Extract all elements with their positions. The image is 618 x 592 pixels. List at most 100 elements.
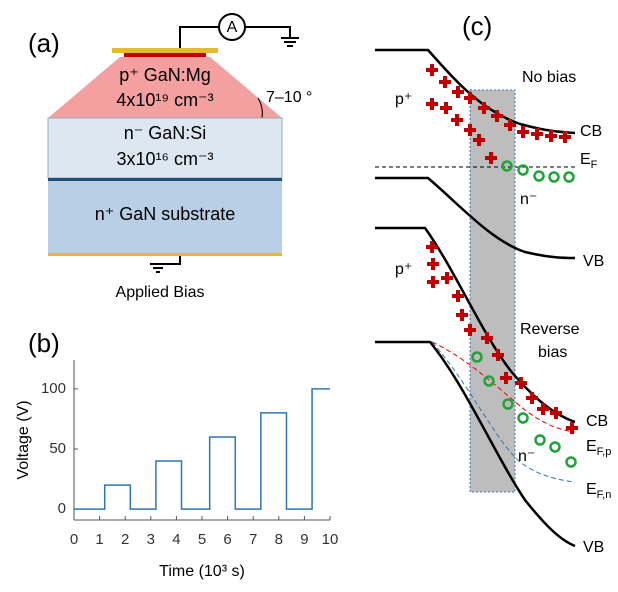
wire — [245, 26, 291, 38]
x-tick-label: 5 — [198, 531, 206, 548]
y-tick-label: 100 — [41, 380, 66, 397]
hole — [451, 114, 463, 126]
y-axis-label: Voltage (V) — [15, 400, 32, 479]
electron — [471, 351, 483, 363]
x-tick-label: 2 — [121, 531, 129, 548]
electron — [517, 412, 529, 424]
electron — [517, 164, 529, 176]
ground — [281, 37, 299, 47]
hole — [464, 324, 476, 336]
hole — [452, 290, 464, 302]
x-axis-label: Time (10³ s) — [159, 563, 245, 580]
x-tick-label: 3 — [147, 531, 155, 548]
electron — [501, 160, 513, 172]
quasi-fermi-p — [431, 341, 576, 433]
angle-arc — [257, 97, 263, 119]
hole — [566, 422, 578, 434]
layer-label: n⁺ GaN substrate — [95, 204, 236, 224]
x-tick-label: 9 — [300, 531, 308, 548]
x-tick-label: 7 — [249, 531, 257, 548]
angle-label: 7–10 ° — [266, 89, 312, 106]
interface — [48, 178, 282, 181]
x-tick-label: 4 — [172, 531, 180, 548]
hole — [440, 102, 452, 114]
label: VB — [583, 539, 604, 556]
bias-label: Applied Bias — [116, 284, 205, 301]
electron — [483, 375, 495, 387]
label: bias — [538, 344, 567, 361]
hole — [427, 258, 439, 270]
hole — [504, 119, 516, 131]
hole — [491, 110, 503, 122]
hole — [537, 403, 549, 415]
label: Reverse — [520, 321, 580, 338]
carriers — [426, 64, 578, 468]
panel-label: (a) — [28, 28, 60, 58]
hole — [517, 126, 529, 138]
label: CB — [586, 413, 608, 430]
hole — [481, 332, 493, 344]
x-tick-label: 0 — [70, 531, 78, 548]
p-layer — [48, 57, 282, 118]
x-tick-label: 10 — [322, 531, 339, 548]
label: n⁻ — [518, 448, 535, 465]
label: CB — [580, 123, 602, 140]
hole — [478, 102, 490, 114]
cb-curve — [375, 48, 576, 135]
hole — [426, 64, 438, 76]
vb-curve — [375, 340, 576, 548]
hole — [426, 98, 438, 110]
electron — [533, 170, 545, 182]
contact — [48, 253, 282, 256]
depletion-region — [469, 89, 516, 493]
label: EF — [580, 151, 598, 171]
electron — [565, 456, 577, 468]
hole — [464, 92, 476, 104]
hole — [485, 152, 497, 164]
substrate — [48, 181, 282, 253]
ground — [150, 256, 181, 273]
label: EF,p — [586, 438, 611, 458]
electron — [563, 171, 575, 183]
layer-label: 3x10¹⁶ cm⁻³ — [117, 149, 214, 169]
label: p⁺ — [395, 261, 412, 278]
hole — [559, 131, 571, 143]
electron — [534, 434, 546, 446]
layer-label: p⁺ GaN:Mg — [119, 65, 211, 85]
quasi-fermi-n — [431, 341, 576, 483]
cb-curve — [375, 226, 576, 424]
hole — [545, 130, 557, 142]
x-tick-label: 1 — [95, 531, 103, 548]
contact-metal — [124, 53, 206, 57]
label: n⁻ — [520, 191, 537, 208]
hole — [441, 272, 453, 284]
hole — [427, 276, 439, 288]
label: EF,n — [586, 481, 611, 501]
label: No bias — [522, 69, 576, 86]
ammeter-label: A — [227, 19, 238, 36]
electron — [548, 171, 560, 183]
layer-label: n⁻ GaN:Si — [124, 123, 207, 143]
hole — [473, 134, 485, 146]
hole — [452, 86, 464, 98]
vb-curve — [375, 176, 576, 260]
hole — [464, 124, 476, 136]
hole — [526, 392, 538, 404]
panel-label: (c) — [462, 11, 492, 41]
y-tick-label: 50 — [49, 440, 66, 457]
hole — [456, 309, 468, 321]
hole — [550, 407, 562, 419]
electron — [502, 398, 514, 410]
x-tick-label: 6 — [223, 531, 231, 548]
y-tick-label: 0 — [58, 500, 66, 517]
label: p⁺ — [395, 91, 412, 108]
electron — [549, 441, 561, 453]
line — [74, 388, 330, 510]
hole — [426, 241, 438, 253]
hole — [492, 349, 504, 361]
layer-label: 4x10¹⁹ cm⁻³ — [116, 90, 213, 110]
panel-label: (b) — [28, 328, 60, 358]
x-tick-label: 8 — [275, 531, 283, 548]
